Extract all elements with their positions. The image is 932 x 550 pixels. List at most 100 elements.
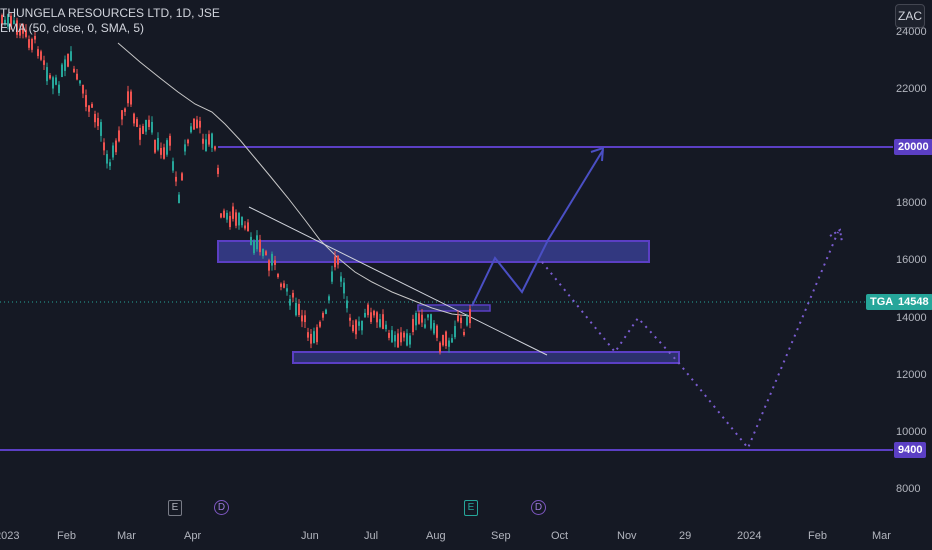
candle-body: [37, 49, 39, 57]
candle-body: [148, 119, 150, 127]
bearish-projection-path[interactable]: [541, 231, 839, 450]
candle-body: [232, 206, 234, 219]
candle-body: [25, 29, 27, 37]
candle-body: [436, 325, 438, 338]
currency-button[interactable]: ZAC: [895, 4, 925, 28]
dividend-marker[interactable]: D: [214, 500, 229, 515]
candle-body: [190, 126, 192, 133]
candle-body: [109, 162, 111, 167]
candle-body: [406, 333, 408, 346]
candle-body: [4, 19, 6, 24]
candle-body: [451, 338, 453, 343]
trend-line[interactable]: [248, 206, 548, 356]
candle-body: [259, 239, 261, 253]
candle-body: [268, 260, 270, 271]
candle-body: [391, 330, 393, 343]
candle-body: [265, 251, 267, 256]
candle-body: [289, 298, 291, 306]
y-tick: 22000: [896, 83, 927, 95]
candle-body: [328, 296, 330, 301]
candle-body: [142, 126, 144, 134]
price-tag-9400[interactable]: 9400: [894, 442, 927, 458]
candle-body: [370, 312, 372, 322]
candle-body: [121, 110, 123, 120]
candle-body: [379, 319, 381, 327]
candle-body: [58, 84, 60, 94]
candle-body: [421, 314, 423, 323]
bullish-projection-path[interactable]: [471, 149, 604, 307]
candle-body: [157, 138, 159, 150]
x-tick: Feb: [808, 530, 827, 542]
candle-body: [274, 260, 276, 265]
candle-body: [133, 113, 135, 124]
candle-body: [241, 216, 243, 226]
candle-body: [106, 154, 108, 164]
x-tick: Mar: [117, 530, 136, 542]
candle-body: [238, 213, 240, 226]
candle-body: [331, 271, 333, 282]
y-tick: 8000: [896, 483, 921, 495]
candle-body: [430, 314, 432, 329]
candle-body: [226, 212, 228, 220]
candle-body: [448, 340, 450, 347]
candle-body: [346, 300, 348, 309]
candle-body: [73, 68, 75, 73]
candle-body: [7, 14, 9, 27]
candle-body: [334, 256, 336, 268]
candle-body: [139, 127, 141, 140]
candle-body: [322, 312, 324, 318]
y-tick: 16000: [896, 254, 927, 266]
price-tag-20000[interactable]: 20000: [894, 139, 932, 155]
breakout-box[interactable]: [417, 304, 491, 312]
candle-body: [202, 138, 204, 144]
y-tick: 10000: [896, 426, 927, 438]
y-tick: 24000: [896, 26, 927, 38]
bullish-arrow-head: [590, 146, 605, 162]
candle-body: [325, 309, 327, 314]
ticker-tag: TGA: [866, 294, 898, 310]
x-tick: Mar: [872, 530, 891, 542]
candle-body: [160, 148, 162, 155]
y-tick: 14000: [896, 312, 927, 324]
candle-body: [196, 119, 198, 129]
candle-body: [46, 67, 48, 82]
x-tick: Feb: [57, 530, 76, 542]
dividend-marker[interactable]: D: [531, 500, 546, 515]
candle-body: [34, 35, 36, 40]
candle-body: [439, 342, 441, 353]
candle-body: [82, 84, 84, 94]
supply-zone[interactable]: [217, 240, 650, 263]
candle-body: [211, 133, 213, 148]
candle-body: [205, 139, 207, 152]
candle-body: [337, 255, 339, 265]
candle-body: [454, 326, 456, 338]
candle-body: [382, 314, 384, 329]
candle-body: [460, 317, 462, 324]
candle-body: [22, 24, 24, 34]
candle-body: [181, 173, 183, 181]
candle-body: [52, 77, 54, 89]
candle-body: [55, 77, 57, 85]
indicator-label[interactable]: EMA (50, close, 0, SMA, 5): [0, 21, 145, 35]
demand-zone[interactable]: [292, 351, 680, 364]
x-tick: Aug: [426, 530, 446, 542]
candle-body: [145, 119, 147, 132]
candle-body: [217, 167, 219, 174]
x-tick: Jun: [301, 530, 319, 542]
earnings-marker[interactable]: E: [168, 500, 182, 516]
candle-body: [256, 235, 258, 250]
candle-body: [28, 39, 30, 48]
candle-body: [466, 316, 468, 326]
last-price-tag: 14548: [894, 294, 932, 310]
candle-body: [136, 119, 138, 127]
candle-body: [409, 335, 411, 345]
candle-body: [244, 225, 246, 229]
candle-body: [427, 314, 429, 318]
candle-body: [343, 282, 345, 294]
candle-body: [172, 161, 174, 171]
candle-body: [361, 320, 363, 331]
candle-body: [43, 60, 45, 65]
x-tick: Oct: [551, 530, 569, 542]
earnings-marker[interactable]: E: [464, 500, 478, 516]
